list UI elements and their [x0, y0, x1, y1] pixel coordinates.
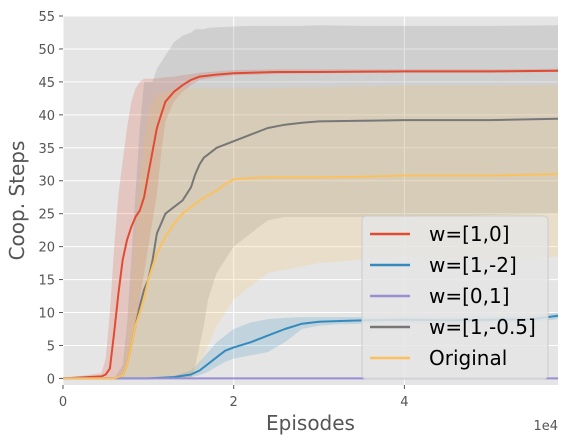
- y-tick-label: 5: [47, 339, 55, 354]
- series-line: [63, 173, 559, 380]
- y-axis-label: Coop. Steps: [5, 141, 29, 261]
- x-axis-label: Episodes: [266, 411, 355, 435]
- series-line: [62, 69, 559, 380]
- legend-label: Original: [429, 346, 507, 370]
- legend-label: w=[1,-0.5]: [429, 315, 536, 339]
- y-tick-label: 35: [38, 142, 55, 157]
- y-tick-label: 25: [38, 208, 55, 223]
- y-tick-label: 15: [38, 274, 55, 289]
- legend-label: w=[1,-2]: [429, 253, 517, 277]
- series-band: [63, 25, 558, 379]
- legend-label: w=[0,1]: [429, 284, 510, 308]
- x-tick-label: 4: [400, 395, 408, 410]
- y-tick-label: 0: [47, 372, 55, 387]
- y-tick-label: 20: [38, 241, 55, 256]
- grid: [62, 15, 558, 385]
- legend: w=[1,0] w=[1,-2] w=[0,1] w=[1,-0.5] Original: [361, 215, 549, 380]
- y-tick-label: 45: [38, 76, 55, 91]
- y-tick-label: 30: [38, 175, 55, 190]
- y-tick-label: 50: [38, 43, 55, 58]
- x-tick-label: 2: [230, 395, 238, 410]
- x-tick-label: 0: [59, 395, 67, 410]
- y-tick-label: 40: [38, 109, 55, 124]
- legend-box: [361, 215, 549, 380]
- y-tick-label: 10: [38, 307, 55, 322]
- axis-ticks: 0 5 10 15 20 25 30 35 40 45 50 55 0 2 4: [38, 10, 408, 410]
- x-axis-offset-label: 1e4: [533, 419, 558, 434]
- series-band: [63, 85, 558, 379]
- legend-label: w=[1,0]: [429, 222, 510, 246]
- y-tick-label: 55: [38, 10, 55, 25]
